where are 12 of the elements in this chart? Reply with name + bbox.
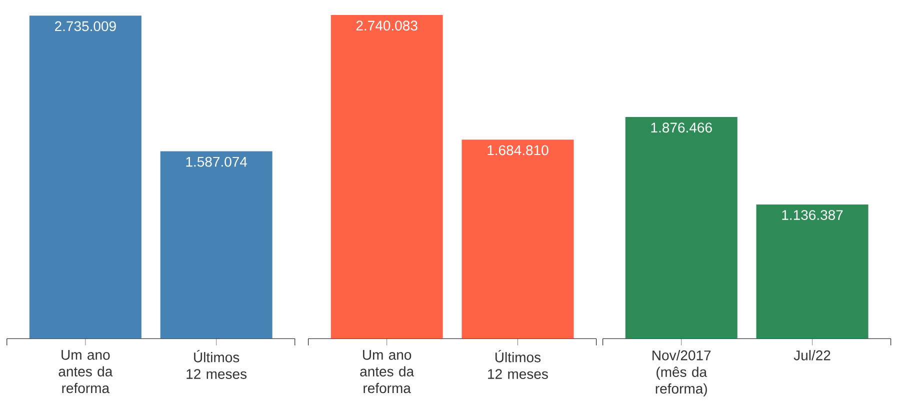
x-tick-label: Nov/2017 (mês da reforma) xyxy=(652,350,711,396)
x-tick-label: Jul/22 xyxy=(794,350,830,360)
x-tick-label: Um ano antes da reforma xyxy=(58,350,113,394)
data-label: 2.740.083 xyxy=(356,20,418,31)
data-label: 1.684.810 xyxy=(488,145,548,156)
x-tick-label: Um ano antes da reforma xyxy=(360,350,414,394)
data-label: 1.136.387 xyxy=(782,210,843,220)
data-label: 2.735.009 xyxy=(54,21,116,32)
x-tick-label: Últimos 12 meses xyxy=(186,350,247,379)
x-tick-label: Últimos 12 meses xyxy=(488,350,548,379)
data-label: 1.876.466 xyxy=(651,122,712,133)
data-label: 1.587.074 xyxy=(186,156,248,167)
